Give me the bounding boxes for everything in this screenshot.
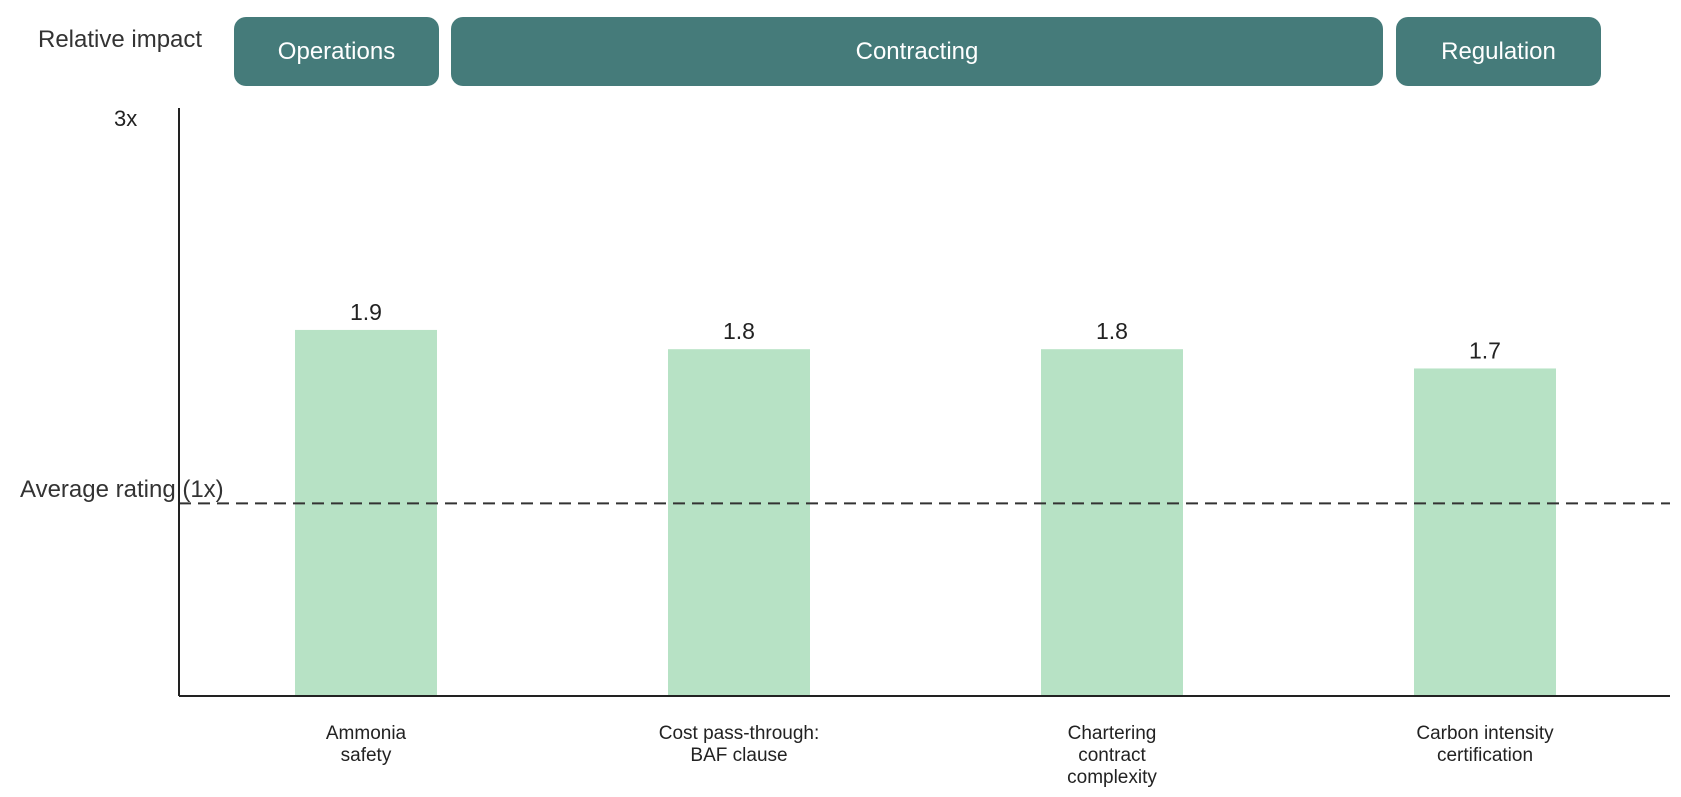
bar-value-label-1: 1.8 xyxy=(723,318,755,344)
bar-1 xyxy=(668,349,810,696)
average-rating-label: Average rating (1x) xyxy=(20,476,224,503)
bar-value-label-0: 1.9 xyxy=(350,299,382,325)
x-tick-label-line: Ammonia xyxy=(325,723,407,744)
x-tick-label-2: Chartering contract complexity xyxy=(982,723,1242,789)
x-tick-label-3: Carbon intensity certification xyxy=(1355,723,1615,767)
bar-2 xyxy=(1041,349,1183,696)
x-tick-label-line: safety xyxy=(340,745,392,766)
bar-value-label-3: 1.7 xyxy=(1469,337,1501,363)
x-tick-label-line: Carbon intensity xyxy=(1416,723,1554,744)
bar-3 xyxy=(1414,368,1556,696)
bar-0 xyxy=(295,329,437,696)
category-pill-operations: Operations xyxy=(234,17,439,86)
x-tick-label-line: certification xyxy=(1436,745,1534,766)
y-tick-label-max: 3x xyxy=(114,106,138,131)
category-pill-contracting: Contracting xyxy=(451,17,1383,86)
x-tick-label-0: Ammonia safety xyxy=(236,723,496,767)
x-tick-label-line: BAF clause xyxy=(690,745,788,766)
y-axis-title: Relative impact xyxy=(38,26,203,53)
x-tick-label-line: Chartering xyxy=(1067,723,1157,744)
x-tick-label-line: contract xyxy=(1078,745,1146,766)
x-tick-label-1: Cost pass-through: BAF clause xyxy=(609,723,869,767)
bar-value-label-2: 1.8 xyxy=(1096,318,1128,344)
category-pill-regulation: Regulation xyxy=(1396,17,1601,86)
x-tick-label-line: complexity xyxy=(1067,767,1157,788)
x-tick-label-line: Cost pass-through: xyxy=(658,723,820,744)
